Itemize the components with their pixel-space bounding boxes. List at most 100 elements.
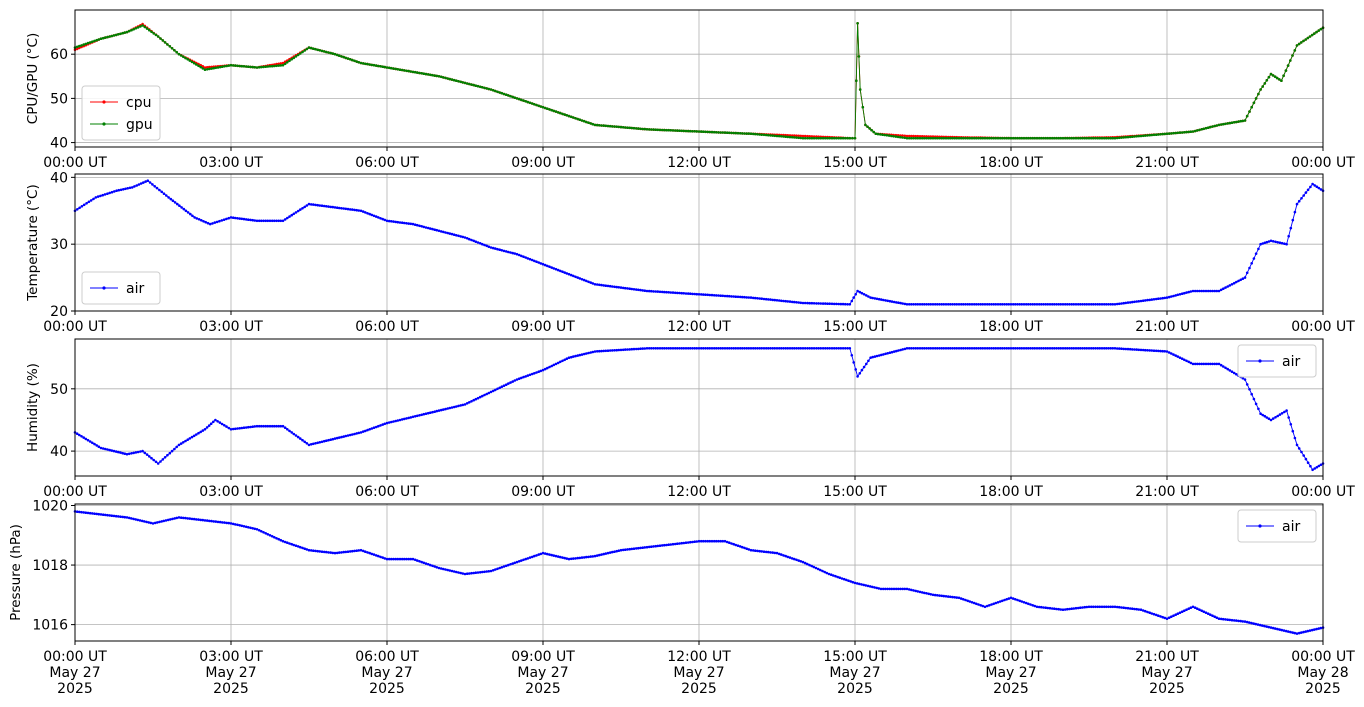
data-point-gpu: [400, 68, 404, 72]
data-point-air: [853, 581, 857, 585]
data-point-air: [240, 426, 244, 430]
data-point-air: [159, 460, 162, 463]
data-point-gpu: [1185, 130, 1188, 134]
data-point-air: [938, 347, 941, 350]
data-point-air: [580, 353, 584, 356]
data-point-air: [214, 520, 218, 523]
data-point-air: [124, 187, 127, 191]
data-point-air: [684, 347, 688, 350]
data-point-air: [1068, 347, 1071, 350]
data-point-air: [808, 301, 811, 305]
data-point-air: [257, 424, 261, 428]
data-point-gpu: [1024, 136, 1028, 140]
data-point-gpu: [630, 126, 634, 130]
data-point-air: [793, 557, 796, 561]
data-point-gpu: [593, 123, 597, 127]
data-point-air: [342, 207, 346, 210]
data-point-air: [368, 212, 372, 216]
data-point-air: [641, 347, 644, 350]
data-point-cpu: [286, 59, 289, 62]
data-point-air: [296, 435, 300, 439]
data-point-gpu: [771, 134, 774, 137]
x-tick-label: 21:00 UT May 27 2025: [1135, 649, 1199, 697]
data-point-air: [585, 555, 588, 559]
data-point-air: [88, 440, 92, 443]
data-point-air: [530, 555, 534, 559]
data-point-gpu: [632, 126, 636, 130]
data-point-air: [541, 262, 545, 266]
data-point-air: [992, 347, 995, 350]
data-point-air: [704, 293, 707, 297]
data-point-air: [1219, 617, 1223, 621]
data-point-air: [1165, 350, 1169, 353]
data-point-air: [624, 348, 627, 351]
data-point-gpu: [797, 136, 800, 140]
data-point-air: [873, 586, 876, 589]
data-point-air: [110, 190, 114, 194]
data-point-gpu: [977, 136, 980, 140]
data-point-air: [474, 571, 478, 574]
data-point-air: [225, 521, 228, 525]
data-point-air: [860, 368, 864, 372]
x-tick-label: 21:00 UT: [1135, 319, 1199, 335]
data-point-air: [830, 302, 834, 306]
data-point-cpu: [201, 65, 205, 68]
data-point-gpu: [1046, 136, 1050, 140]
data-point-air: [114, 514, 118, 518]
data-point-air: [1042, 606, 1045, 609]
data-point-air: [455, 234, 458, 237]
data-point-air: [728, 541, 731, 544]
data-point-air: [851, 580, 855, 584]
data-point-air: [92, 197, 95, 201]
data-point-air: [379, 424, 382, 427]
data-point-gpu: [1094, 136, 1097, 140]
data-point-gpu: [1252, 101, 1256, 105]
data-point-air: [886, 587, 889, 591]
data-point-air: [949, 595, 952, 599]
data-point-gpu: [1295, 44, 1299, 47]
data-point-air: [923, 591, 926, 595]
data-point-air: [1011, 347, 1015, 350]
data-point-air: [1176, 293, 1180, 297]
data-point-air: [628, 547, 631, 551]
data-point-air: [848, 347, 852, 350]
data-point-air: [1302, 194, 1305, 197]
data-point-air: [554, 362, 558, 366]
data-point-gpu: [148, 28, 151, 32]
data-point-air: [1009, 596, 1013, 600]
data-point-air: [489, 246, 493, 249]
data-point-air: [1152, 298, 1156, 301]
data-point-air: [734, 543, 738, 547]
data-point-gpu: [747, 132, 751, 135]
data-point-air: [478, 395, 482, 399]
data-point-air: [125, 452, 129, 456]
data-point-air: [1141, 348, 1145, 352]
data-point-gpu: [286, 61, 289, 64]
data-point-gpu: [1152, 133, 1156, 137]
data-point-gpu: [1105, 136, 1108, 140]
data-point-air: [1204, 362, 1208, 366]
data-point-gpu: [936, 136, 939, 140]
data-point-air: [975, 303, 978, 306]
data-point-gpu: [830, 136, 834, 140]
data-point-air: [548, 553, 551, 556]
data-point-air: [1180, 357, 1184, 361]
data-point-air: [691, 347, 694, 350]
data-point-air: [161, 458, 165, 461]
data-point-gpu: [769, 134, 772, 137]
data-point-air: [234, 427, 237, 431]
data-point-gpu: [498, 91, 502, 94]
data-point-gpu: [1293, 49, 1297, 52]
data-point-air: [1297, 199, 1301, 203]
data-point-air: [884, 299, 887, 302]
data-point-air: [901, 348, 904, 351]
data-point-air: [221, 521, 224, 524]
data-point-air: [1096, 605, 1099, 609]
data-point-air: [491, 569, 495, 572]
legend-box: [1237, 344, 1317, 378]
data-point-air: [684, 541, 688, 544]
data-point-air: [119, 188, 123, 192]
data-point-gpu: [985, 136, 989, 140]
data-point-air: [491, 389, 495, 393]
data-point-air: [335, 436, 339, 440]
